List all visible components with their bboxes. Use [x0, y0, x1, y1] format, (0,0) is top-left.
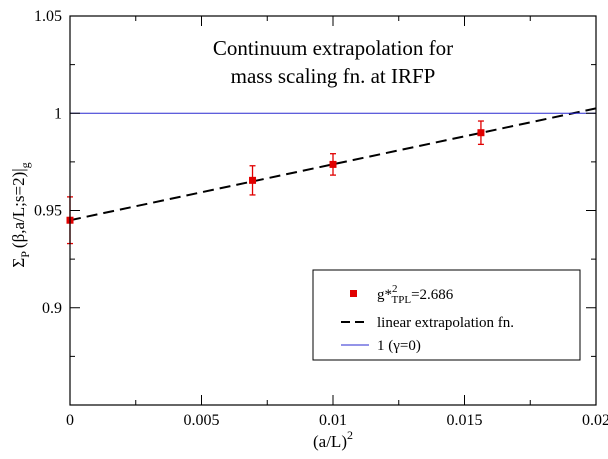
y-axis-label: ΣP(β,a/L;s=2)|g [9, 162, 32, 267]
y-tick-label: 1 [54, 105, 62, 122]
legend-marker-points [350, 290, 357, 297]
y-tick-label: 0.9 [42, 300, 62, 317]
y-tick-label: 1.05 [34, 8, 62, 25]
x-tick-label: 0.01 [319, 412, 347, 429]
title-line-1: Continuum extrapolation for [213, 36, 453, 60]
legend-label-extrapolation: linear extrapolation fn. [377, 315, 514, 331]
x-tick-label: 0.015 [447, 412, 483, 429]
x-tick-label: 0 [66, 412, 74, 429]
extrapolation-line [70, 107, 596, 222]
data-point [249, 165, 257, 196]
series-lines [70, 107, 596, 222]
title-line-2: mass scaling fn. at IRFP [231, 64, 436, 88]
data-points [66, 120, 485, 245]
point-marker [329, 160, 337, 168]
data-point [329, 153, 337, 176]
legend-label-gamma: 1 (γ=0) [377, 338, 421, 354]
x-axis-label: (a/L)2 [313, 428, 353, 451]
y-tick-label: 0.95 [34, 203, 62, 220]
legend: g*2 TPL=2.686 linear extrapolation fn. 1 … [312, 269, 581, 361]
x-tick-label: 0.005 [184, 412, 220, 429]
data-point [477, 120, 485, 146]
point-marker [249, 176, 257, 184]
axis-ticks: 0 0.005 0.01 0.015 0.02 0.9 0.95 1 1.05 [34, 8, 608, 429]
point-marker [477, 129, 485, 137]
x-tick-label: 0.02 [582, 412, 608, 429]
chart-title: Continuum extrapolation for mass scaling… [213, 36, 453, 88]
legend-label-points: g*2 TPL=2.686 [377, 283, 454, 306]
